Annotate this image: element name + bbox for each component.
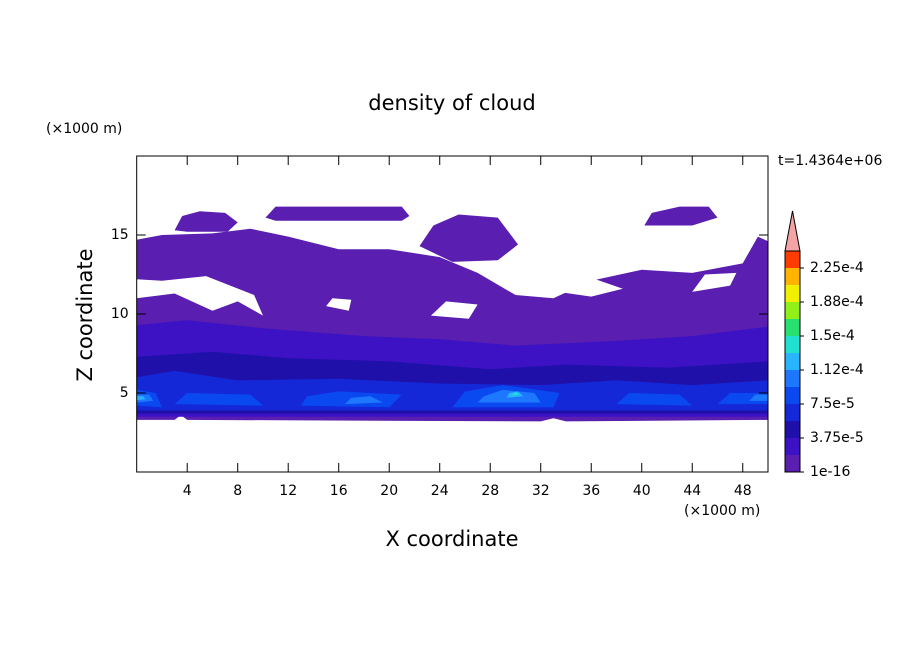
x-tick-label: 40 — [633, 483, 651, 499]
x-tick-label: 48 — [734, 483, 752, 499]
colorbar-label: 1.5e-4 — [810, 328, 855, 344]
x-tick-label: 44 — [683, 483, 701, 499]
x-tick-label: 20 — [380, 483, 398, 499]
contour-region — [345, 396, 383, 405]
colorbar-band — [785, 421, 800, 438]
colorbar-band — [785, 353, 800, 370]
contour-region — [419, 214, 518, 262]
contour-region — [136, 396, 146, 401]
y-axis-label: Z coordinate — [73, 248, 97, 381]
contour-gap — [136, 276, 263, 316]
time-label: t=1.4364e+06 — [778, 153, 882, 169]
y-tick-label: 10 — [111, 306, 129, 322]
contour-region — [511, 392, 520, 396]
x-tick-label: 8 — [233, 483, 242, 499]
contour-region — [616, 393, 693, 406]
contour-gap — [692, 272, 737, 292]
y-unit: (×1000 m) — [46, 121, 122, 137]
colorbar-label: 7.5e-5 — [810, 396, 855, 412]
colorbar-band — [785, 404, 800, 421]
contour-region — [265, 206, 410, 221]
colorbar-band — [785, 268, 800, 285]
x-tick-label: 4 — [183, 483, 192, 499]
contour-region — [749, 394, 768, 401]
colorbar-band — [785, 370, 800, 387]
x-unit: (×1000 m) — [684, 503, 760, 519]
y-tick-label: 15 — [111, 227, 129, 243]
contour-region — [136, 370, 768, 411]
colorbar-band — [785, 302, 800, 319]
colorbar-band — [785, 455, 800, 472]
colorbar-frame — [784, 250, 801, 473]
contour-region — [174, 393, 263, 406]
colorbar-label: 3.75e-5 — [810, 430, 864, 446]
x-tick-label: 36 — [582, 483, 600, 499]
colorbar-label: 1e-16 — [810, 464, 850, 480]
plot-area — [136, 206, 768, 422]
contour-region — [174, 211, 238, 232]
colorbar-label: 2.25e-4 — [810, 260, 864, 276]
chart-title: density of cloud — [368, 91, 535, 115]
colorbar-band — [785, 285, 800, 302]
contour-gap — [430, 301, 478, 319]
x-tick-label: 16 — [330, 483, 348, 499]
colorbar-band — [785, 438, 800, 455]
x-tick-label: 24 — [431, 483, 449, 499]
contour-gap — [326, 298, 352, 311]
x-tick-label: 32 — [532, 483, 550, 499]
contour-region — [644, 206, 718, 226]
x-tick-label: 12 — [279, 483, 297, 499]
colorbar-band — [785, 387, 800, 404]
contour-gap — [547, 277, 623, 297]
colorbar-label: 1.12e-4 — [810, 362, 864, 378]
colorbar-band — [785, 336, 800, 353]
x-tick-label: 28 — [481, 483, 499, 499]
colorbar-label: 1.88e-4 — [810, 294, 864, 310]
x-axis-label: X coordinate — [385, 527, 518, 551]
colorbar-band — [785, 319, 800, 336]
colorbar-band — [785, 251, 800, 268]
y-tick-label: 5 — [120, 385, 129, 401]
